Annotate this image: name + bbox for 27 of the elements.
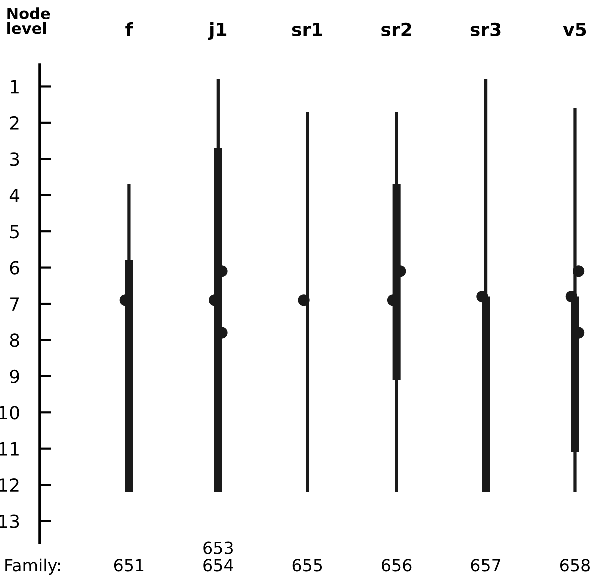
y-tick-label: 13 <box>0 514 20 528</box>
y-tick-label: 10 <box>0 406 20 420</box>
x-tick-label: j1 <box>208 22 227 40</box>
text: 656 <box>382 559 412 572</box>
y-axis-title: Node level <box>8 8 50 34</box>
x-tick-label: sr1 <box>292 23 322 36</box>
y-tick-label: 8 <box>10 334 20 348</box>
y-tick-label: 1 <box>11 80 19 94</box>
y-tick-label: 4 <box>10 189 20 202</box>
x-tick-label: f <box>126 22 134 36</box>
y-tick-label: 11 <box>0 442 19 456</box>
y-tick-label: 5 <box>10 225 19 239</box>
y-tick-label: 6 <box>10 261 20 275</box>
y-tick-label: 2 <box>10 116 19 130</box>
text: 658 <box>560 559 590 572</box>
x-tick-label: sr3 <box>470 22 501 36</box>
text: 651 <box>114 559 144 572</box>
x-tick-label: sr2 <box>382 22 412 36</box>
y-tick-label: 12 <box>0 478 19 492</box>
text: 655 <box>292 559 322 572</box>
text: 657 <box>471 559 501 572</box>
text: Family: <box>6 558 60 575</box>
y-tick-label: 7 <box>10 298 20 311</box>
x-tick-label: v5 <box>563 23 586 36</box>
y-tick-label: 3 <box>10 152 20 166</box>
y-tick-label: 9 <box>10 370 20 384</box>
annotation: 653 654 <box>204 542 234 572</box>
